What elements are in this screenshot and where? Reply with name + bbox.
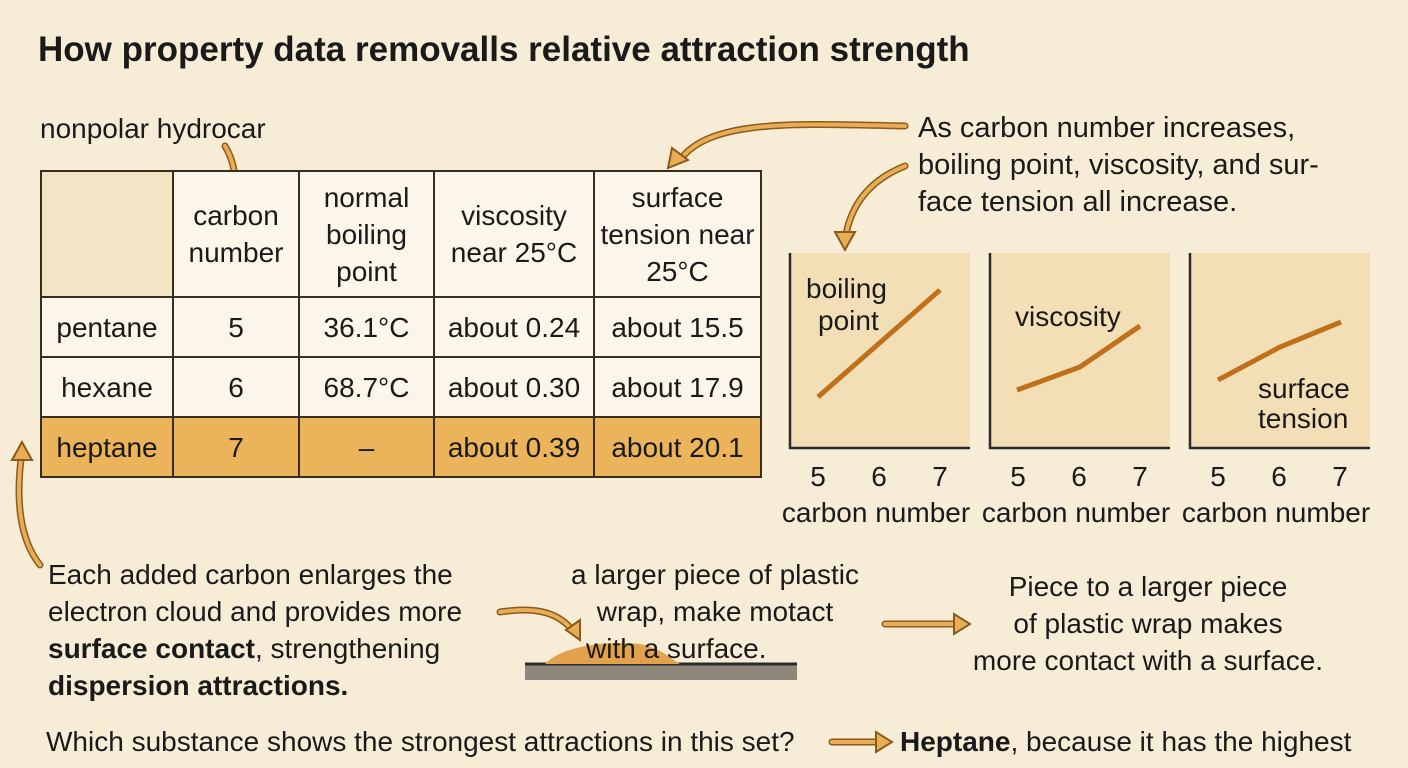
panel-bg	[990, 253, 1170, 448]
title: How property data removalls relative att…	[38, 30, 970, 69]
text-line: a larger piece of plastic	[571, 559, 859, 590]
text-line: of plastic wrap makes	[1013, 608, 1283, 639]
table-cell: 68.7°C	[298, 356, 435, 418]
answer: Heptane, because it has the highest	[900, 723, 1351, 760]
trend-line	[1016, 323, 1142, 393]
chart-label: tension	[1258, 403, 1348, 434]
axes	[788, 253, 970, 450]
text-line: Piece to a larger piece	[1008, 571, 1288, 602]
x-tick-label: 6	[871, 461, 887, 492]
bold-text: dispersion attractions.	[48, 670, 349, 701]
callout-line: face tension all increase.	[918, 186, 1238, 218]
table-cell: about 20.1	[593, 416, 762, 478]
x-tick-label: 6	[1271, 461, 1287, 492]
table-cell: about 0.30	[433, 356, 595, 418]
x-tick-label: 6	[1071, 461, 1087, 492]
chart-label: viscosity	[1015, 301, 1121, 332]
x-axis-label: carbon number	[982, 497, 1170, 528]
x-tick-label: 5	[1210, 461, 1226, 492]
mini-chart-2	[988, 253, 1170, 450]
text: , strengthening	[254, 633, 441, 664]
table-cell: 36.1°C	[298, 296, 435, 358]
explanation-line: Each added carbon enlarges the	[48, 559, 453, 590]
table-cell: pentane	[40, 296, 174, 358]
x-tick-label: 5	[1010, 461, 1026, 492]
plastic-small-text: a larger piece of plastic wrap, make mot…	[560, 556, 870, 667]
chart-label: point	[818, 305, 879, 336]
table-cell: –	[298, 416, 435, 478]
table-cell: about 0.24	[433, 296, 595, 358]
mini-chart-3	[1188, 253, 1370, 450]
header-cell: viscosity near 25°C	[433, 170, 595, 298]
text-line: with a surface.	[586, 633, 767, 664]
x-tick-label: 5	[810, 461, 826, 492]
plastic-wrap	[545, 642, 680, 664]
text-line: wrap, make motact	[596, 596, 834, 627]
axes	[988, 253, 1170, 450]
bold-text: surface contact	[48, 633, 255, 664]
trend-line	[1216, 319, 1342, 383]
text-line: more contact with a surface.	[972, 645, 1324, 676]
axes	[1188, 253, 1370, 450]
header-row: carbon number normal boiling point visco…	[40, 170, 762, 298]
row: pentane 5 36.1°C about 0.24 about 15.5	[40, 296, 762, 358]
trend-line	[816, 288, 942, 399]
panel-bg	[1190, 253, 1370, 448]
table-cell: 6	[172, 356, 300, 418]
table-cell: about 15.5	[593, 296, 762, 358]
bold-text: Heptane	[900, 726, 1011, 757]
table-cell: 7	[172, 416, 300, 478]
x-tick-label: 7	[932, 461, 948, 492]
text: , because it has the highest	[1010, 726, 1352, 757]
header-cell: surface tension near 25°C	[593, 170, 762, 298]
surface	[525, 664, 797, 680]
chart-label: boiling	[806, 273, 887, 304]
chart-label: surface	[1258, 373, 1350, 404]
row: hexane 6 68.7°C about 0.30 about 17.9	[40, 356, 762, 418]
corner-cell	[40, 170, 174, 298]
plastic-large-text: Piece to a larger piece of plastic wrap …	[948, 568, 1348, 679]
table-cell: about 0.39	[433, 416, 595, 478]
mini-chart-1	[788, 253, 970, 450]
table-cell: hexane	[40, 356, 174, 418]
table-note: nonpolar hydrocar	[40, 113, 266, 144]
table-cell: 5	[172, 296, 300, 358]
row-highlight: heptane 7– about 0.39 about 20.1	[40, 416, 762, 478]
explanation-line: dispersion attractions.	[48, 667, 462, 704]
x-axis-label: carbon number	[1182, 497, 1370, 528]
callout-line: boiling point, viscosity, and sur-	[918, 149, 1319, 181]
table-cell: heptane	[40, 416, 174, 478]
explanation-line: electron cloud and provides more	[48, 596, 463, 627]
header-cell: normal boiling point	[298, 170, 435, 298]
panel-bg	[790, 253, 970, 448]
tick-group: 5 6 7 carbon number 5 6 7 carbon number 5 6 7 carbo…	[782, 461, 1370, 528]
callout-line: As carbon number increases,	[918, 112, 1296, 144]
x-tick-label: 7	[1332, 461, 1348, 492]
x-axis-label: carbon number	[782, 497, 970, 528]
explanation: Each added carbon enlarges the electron …	[48, 556, 462, 704]
explanation-line: surface contact, strengthening	[48, 630, 462, 667]
property-table: carbon number normal boiling point visco…	[40, 170, 762, 478]
x-tick-label: 7	[1132, 461, 1148, 492]
callout: As carbon number increases, boiling poin…	[918, 110, 1319, 221]
table-cell: about 17.9	[593, 356, 762, 418]
question: Which substance shows the strongest attr…	[46, 726, 795, 757]
header-cell: carbon number	[172, 170, 300, 298]
